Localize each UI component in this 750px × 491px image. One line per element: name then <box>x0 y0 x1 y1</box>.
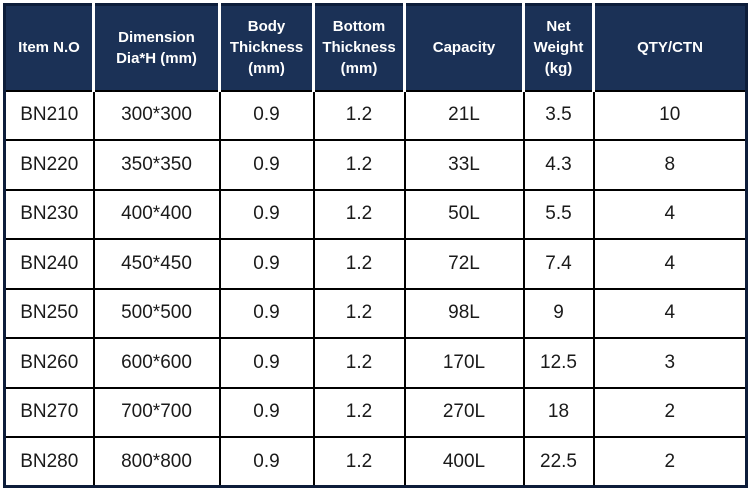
cell-bottom_thickness: 1.2 <box>312 238 406 290</box>
cell-dimension: 450*450 <box>92 238 221 290</box>
cell-qty_ctn: 4 <box>592 287 748 339</box>
table-row: BN250 500*500 0.9 1.2 98L 9 4 <box>3 287 748 339</box>
cell-net_weight: 22.5 <box>522 436 595 488</box>
table-row: BN230 400*400 0.9 1.2 50L 5.5 4 <box>3 188 748 240</box>
cell-dimension: 800*800 <box>92 436 221 488</box>
cell-qty_ctn: 2 <box>592 436 748 488</box>
cell-body_thickness: 0.9 <box>218 337 315 389</box>
table-row: BN210 300*300 0.9 1.2 21L 3.5 10 <box>3 89 748 141</box>
cell-dimension: 350*350 <box>92 139 221 191</box>
column-header-body_thickness: Body Thickness (mm) <box>218 4 315 92</box>
table-row: BN260 600*600 0.9 1.2 170L 12.5 3 <box>3 337 748 389</box>
cell-item_no: BN240 <box>3 238 95 290</box>
cell-capacity: 33L <box>403 139 525 191</box>
cell-body_thickness: 0.9 <box>218 386 315 438</box>
cell-item_no: BN230 <box>3 188 95 240</box>
column-header-capacity: Capacity <box>403 4 525 92</box>
cell-net_weight: 9 <box>522 287 595 339</box>
cell-bottom_thickness: 1.2 <box>312 287 406 339</box>
table-row: BN270 700*700 0.9 1.2 270L 18 2 <box>3 386 748 438</box>
cell-dimension: 300*300 <box>92 89 221 141</box>
cell-qty_ctn: 4 <box>592 188 748 240</box>
cell-dimension: 700*700 <box>92 386 221 438</box>
cell-item_no: BN280 <box>3 436 95 488</box>
table-body: BN210 300*300 0.9 1.2 21L 3.5 10 BN220 350*350 0.… <box>3 89 748 488</box>
cell-qty_ctn: 4 <box>592 238 748 290</box>
cell-qty_ctn: 3 <box>592 337 748 389</box>
cell-bottom_thickness: 1.2 <box>312 436 406 488</box>
column-header-bottom_thickness: Bottom Thickness (mm) <box>312 4 406 92</box>
cell-dimension: 600*600 <box>92 337 221 389</box>
cell-net_weight: 18 <box>522 386 595 438</box>
cell-capacity: 50L <box>403 188 525 240</box>
table-header: Item N.O Dimension Dia*H (mm) Body Thickne… <box>4 4 747 92</box>
cell-capacity: 72L <box>403 238 525 290</box>
cell-dimension: 400*400 <box>92 188 221 240</box>
cell-capacity: 400L <box>403 436 525 488</box>
cell-body_thickness: 0.9 <box>218 188 315 240</box>
cell-bottom_thickness: 1.2 <box>312 139 406 191</box>
cell-bottom_thickness: 1.2 <box>312 89 406 141</box>
cell-bottom_thickness: 1.2 <box>312 188 406 240</box>
cell-body_thickness: 0.9 <box>218 287 315 339</box>
cell-item_no: BN250 <box>3 287 95 339</box>
cell-dimension: 500*500 <box>92 287 221 339</box>
cell-capacity: 170L <box>403 337 525 389</box>
column-header-net_weight: Net Weight (kg) <box>522 4 595 92</box>
table-row: BN240 450*450 0.9 1.2 72L 7.4 4 <box>3 238 748 290</box>
cell-capacity: 98L <box>403 287 525 339</box>
product-spec-table: Item N.O Dimension Dia*H (mm) Body Thickne… <box>3 3 748 488</box>
cell-body_thickness: 0.9 <box>218 139 315 191</box>
cell-bottom_thickness: 1.2 <box>312 386 406 438</box>
column-header-qty_ctn: QTY/CTN <box>592 4 747 92</box>
cell-body_thickness: 0.9 <box>218 238 315 290</box>
cell-item_no: BN220 <box>3 139 95 191</box>
cell-net_weight: 4.3 <box>522 139 595 191</box>
column-header-item_no: Item N.O <box>4 4 95 92</box>
table-row: BN280 800*800 0.9 1.2 400L 22.5 2 <box>3 436 748 488</box>
table-row: BN220 350*350 0.9 1.2 33L 4.3 8 <box>3 139 748 191</box>
header-row: Item N.O Dimension Dia*H (mm) Body Thickne… <box>4 4 747 92</box>
cell-item_no: BN260 <box>3 337 95 389</box>
cell-body_thickness: 0.9 <box>218 436 315 488</box>
cell-qty_ctn: 8 <box>592 139 748 191</box>
cell-body_thickness: 0.9 <box>218 89 315 141</box>
cell-qty_ctn: 2 <box>592 386 748 438</box>
cell-qty_ctn: 10 <box>592 89 748 141</box>
cell-item_no: BN210 <box>3 89 95 141</box>
cell-net_weight: 5.5 <box>522 188 595 240</box>
cell-item_no: BN270 <box>3 386 95 438</box>
cell-capacity: 21L <box>403 89 525 141</box>
cell-net_weight: 12.5 <box>522 337 595 389</box>
column-header-dimension: Dimension Dia*H (mm) <box>92 4 221 92</box>
cell-net_weight: 3.5 <box>522 89 595 141</box>
cell-capacity: 270L <box>403 386 525 438</box>
cell-bottom_thickness: 1.2 <box>312 337 406 389</box>
cell-net_weight: 7.4 <box>522 238 595 290</box>
